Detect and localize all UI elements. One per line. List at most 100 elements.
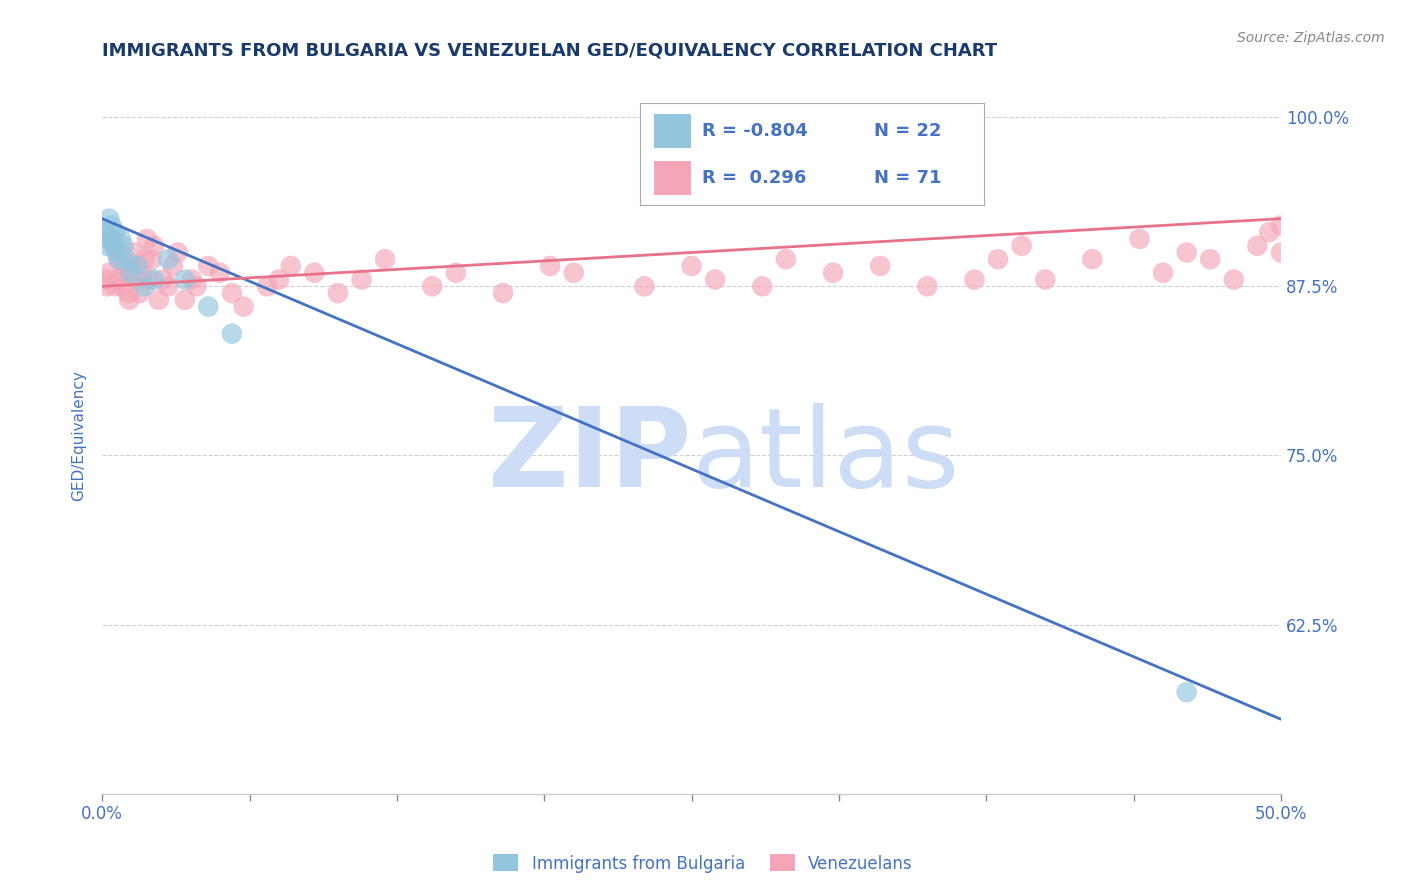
Point (107, 252, 129, 267)
Point (100, 219, 122, 233)
Point (1152, 266, 1174, 280)
Text: Source: ZipAtlas.com: Source: ZipAtlas.com (1237, 31, 1385, 45)
Point (112, 266, 135, 280)
Point (963, 272, 986, 286)
Point (1011, 238, 1033, 252)
Legend: Immigrants from Bulgaria, Venezuelans: Immigrants from Bulgaria, Venezuelans (486, 847, 920, 880)
Point (111, 279, 134, 293)
Point (173, 272, 195, 286)
Point (110, 232, 132, 246)
Point (444, 266, 467, 280)
Point (94, 225, 117, 239)
Point (987, 252, 1010, 267)
Point (143, 272, 166, 286)
Point (104, 279, 127, 293)
Point (1175, 245, 1198, 260)
Point (103, 238, 125, 252)
Point (917, 279, 939, 293)
Point (127, 259, 149, 273)
Point (105, 245, 128, 260)
Point (148, 293, 170, 307)
Point (143, 238, 166, 252)
Point (134, 279, 156, 293)
Point (1175, 685, 1198, 699)
Point (221, 286, 243, 301)
Point (118, 293, 141, 307)
Point (120, 266, 142, 280)
Point (1258, 225, 1281, 239)
Point (562, 266, 585, 280)
Point (209, 266, 232, 280)
Point (280, 259, 302, 273)
Point (1081, 252, 1104, 267)
Point (256, 279, 278, 293)
Point (166, 245, 188, 260)
Bar (654, 114, 692, 148)
Text: atlas: atlas (692, 403, 960, 510)
Point (221, 326, 243, 341)
Point (114, 252, 136, 267)
Point (374, 252, 396, 267)
Point (124, 245, 146, 260)
Point (98, 266, 121, 280)
Point (127, 272, 149, 286)
Point (105, 272, 128, 286)
Point (1223, 272, 1246, 286)
Point (1246, 238, 1268, 252)
Point (138, 272, 160, 286)
Point (232, 300, 254, 314)
Point (96, 279, 118, 293)
Point (326, 286, 349, 301)
Point (1270, 245, 1292, 260)
Point (114, 259, 136, 273)
Point (162, 259, 184, 273)
Point (1033, 272, 1056, 286)
Text: R =  0.296: R = 0.296 (702, 169, 806, 187)
Point (117, 286, 139, 301)
Y-axis label: GED/Equivalency: GED/Equivalency (72, 369, 86, 500)
Point (110, 245, 132, 260)
Point (100, 232, 122, 246)
Point (157, 252, 180, 267)
Text: ZIP: ZIP (488, 403, 692, 510)
Bar (654, 161, 692, 194)
Point (267, 272, 290, 286)
Point (1270, 219, 1292, 233)
Point (751, 279, 773, 293)
Point (681, 259, 703, 273)
Point (633, 279, 655, 293)
Point (129, 286, 152, 301)
Point (141, 252, 163, 267)
Point (103, 238, 125, 252)
Point (775, 252, 797, 267)
Point (492, 286, 515, 301)
Point (107, 252, 129, 267)
Point (173, 293, 195, 307)
Point (180, 272, 202, 286)
Point (821, 266, 844, 280)
Text: R = -0.804: R = -0.804 (702, 122, 807, 140)
Point (98, 211, 121, 226)
Text: N = 22: N = 22 (875, 122, 942, 140)
Point (134, 252, 156, 267)
Point (538, 259, 561, 273)
Point (93, 272, 115, 286)
Text: IMMIGRANTS FROM BULGARIA VS VENEZUELAN GED/EQUIVALENCY CORRELATION CHART: IMMIGRANTS FROM BULGARIA VS VENEZUELAN G… (103, 42, 997, 60)
Point (121, 259, 143, 273)
Point (131, 266, 153, 280)
Point (157, 279, 180, 293)
Point (304, 266, 326, 280)
Point (704, 272, 727, 286)
Point (186, 279, 208, 293)
Point (97, 232, 120, 246)
Point (197, 300, 219, 314)
Point (1199, 252, 1222, 267)
Point (350, 272, 373, 286)
Point (136, 232, 159, 246)
Point (120, 266, 142, 280)
Point (104, 225, 127, 239)
Point (100, 232, 122, 246)
Text: N = 71: N = 71 (875, 169, 942, 187)
Point (96, 238, 118, 252)
Point (420, 279, 443, 293)
